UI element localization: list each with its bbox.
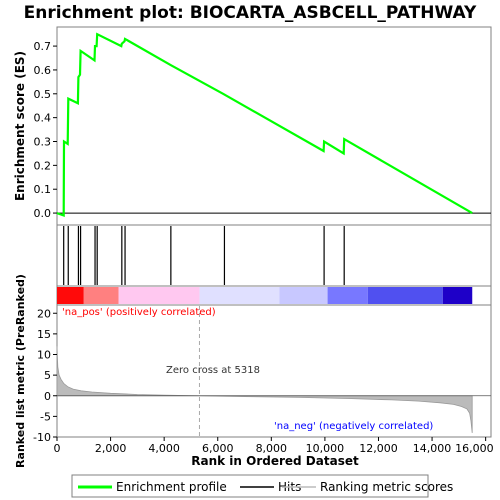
metric-panel-frame — [56, 304, 492, 438]
x-tick-label: 4,000 — [148, 442, 180, 455]
es-y-tick-label: 0.5 — [34, 88, 52, 101]
es-y-tick-label: 0.7 — [34, 40, 52, 53]
x-tick-label: 16,000 — [455, 442, 494, 455]
x-axis-label: Rank in Ordered Dataset — [191, 454, 359, 468]
colorbar-segment — [279, 287, 328, 304]
es-y-ticks: 0.0 0.1 0.2 0.3 0.4 0.5 0.6 0.7 — [34, 40, 57, 220]
x-tick-label: 2,000 — [95, 442, 127, 455]
hits-group — [63, 226, 345, 285]
colorbar-segment — [442, 287, 473, 304]
metric-group — [56, 306, 491, 436]
es-y-axis-label: Enrichment score (ES) — [13, 51, 27, 201]
metric-y-tick-label: -10 — [33, 431, 51, 444]
es-panel-frame — [56, 26, 492, 226]
ranking-metric-area — [56, 346, 473, 433]
x-tick-label: 0 — [54, 442, 61, 455]
x-tick-label: 12,000 — [359, 442, 398, 455]
es-y-tick-label: 0.0 — [34, 207, 52, 220]
colorbar-segment — [57, 287, 84, 304]
metric-y-tick-label: 15 — [37, 328, 51, 341]
es-y-tick-label: 0.4 — [34, 112, 52, 125]
legend-label-metric: Ranking metric scores — [320, 480, 453, 494]
metric-y-ticks: 20 15 10 5 0 -5 -10 — [33, 307, 57, 444]
colorbar-segment — [327, 287, 368, 304]
es-y-tick-label: 0.3 — [34, 136, 52, 149]
es-y-tick-label: 0.6 — [34, 64, 52, 77]
es-y-tick-label: 0.1 — [34, 183, 52, 196]
x-tick-label: 8,000 — [256, 442, 288, 455]
metric-y-tick-label: 0 — [44, 390, 51, 403]
x-ticks: 0 2,000 4,000 6,000 8,000 10,000 12,000 14,000 1… — [54, 437, 494, 455]
colorbar-group — [57, 287, 473, 304]
colorbar-segment — [199, 287, 280, 304]
pos-correlated-label: 'na_pos' (positively correlated) — [62, 307, 216, 318]
legend-label-enrichment: Enrichment profile — [116, 480, 227, 494]
enrichment-profile-line — [56, 32, 473, 218]
x-tick-label: 14,000 — [413, 442, 452, 455]
metric-y-tick-label: 20 — [37, 307, 51, 320]
legend-box — [71, 474, 429, 498]
metric-y-tick-label: 5 — [44, 369, 51, 382]
zero-cross-label: Zero cross at 5318 — [166, 365, 260, 376]
hits-panel-frame — [56, 224, 492, 287]
es-y-tick-label: 0.2 — [34, 159, 52, 172]
metric-y-axis-label: Ranked list metric (PreRanked) — [14, 274, 27, 468]
colorbar-segment — [367, 287, 443, 304]
colorbar-segment — [118, 287, 200, 304]
colorbar-segment — [83, 287, 119, 304]
metric-y-tick-label: 10 — [37, 349, 51, 362]
chart-title: Enrichment plot: BIOCARTA_ASBCELL_PATHWA… — [24, 3, 477, 23]
x-tick-label: 10,000 — [306, 442, 345, 455]
x-tick-label: 6,000 — [202, 442, 234, 455]
es-line-group — [56, 32, 491, 218]
neg-correlated-label: 'na_neg' (negatively correlated) — [274, 421, 433, 432]
metric-y-tick-label: -5 — [40, 410, 51, 423]
